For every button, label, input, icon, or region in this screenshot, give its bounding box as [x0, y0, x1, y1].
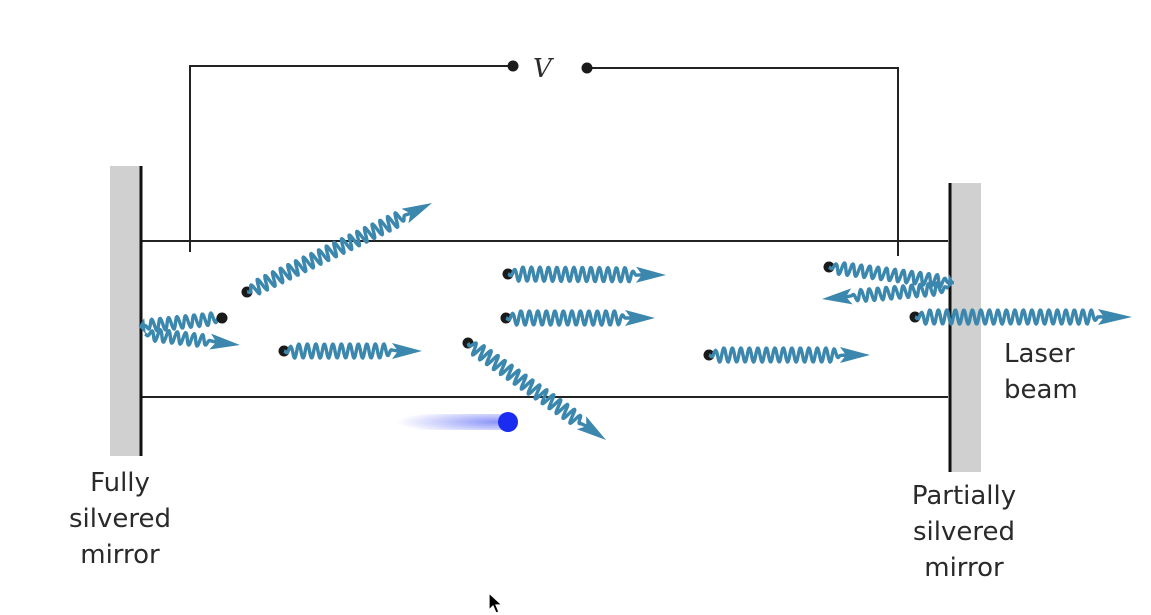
label-line: silvered — [69, 504, 171, 534]
electron-icon — [390, 412, 518, 432]
partially-silvered-mirror-label: Partially silvered mirror — [890, 478, 1038, 586]
photon-wave-arrow-icon — [822, 281, 949, 305]
photon-wave-arrow-icon — [283, 342, 422, 360]
fully-silvered-mirror-label: Fully silvered mirror — [50, 465, 190, 573]
photon-wave-arrow-icon — [914, 308, 1132, 326]
photon-wave-arrow-icon — [138, 311, 223, 334]
photon-wave-arrow-icon — [507, 265, 666, 284]
label-line: Fully — [90, 468, 150, 498]
laser-beam-label: Laser beam — [1004, 336, 1099, 408]
label-line: beam — [1004, 375, 1078, 405]
fully-silvered-mirror — [110, 166, 141, 456]
photon-wave-arrow-icon — [827, 261, 954, 290]
photon-wave-arrow-icon — [246, 203, 432, 296]
atom-dot-icon — [216, 312, 228, 324]
terminal-left — [507, 60, 519, 72]
photon-wave-arrow-icon — [466, 341, 606, 440]
label-line: Partially — [911, 481, 1017, 511]
partially-silvered-mirror — [950, 183, 981, 472]
label-line: mirror — [924, 553, 1004, 583]
mouse-pointer-icon — [488, 592, 504, 614]
voltage-label: V — [533, 54, 552, 84]
photon-group — [138, 203, 1132, 440]
label-line: mirror — [80, 540, 160, 570]
label-line: Laser — [1004, 339, 1075, 369]
terminal-right — [581, 62, 593, 74]
photon-wave-arrow-icon — [708, 346, 870, 364]
photon-wave-arrow-icon — [505, 309, 655, 327]
circuit-wires — [189, 65, 899, 256]
label-line: silvered — [913, 517, 1015, 547]
photon-wave-arrow-icon — [143, 328, 240, 350]
